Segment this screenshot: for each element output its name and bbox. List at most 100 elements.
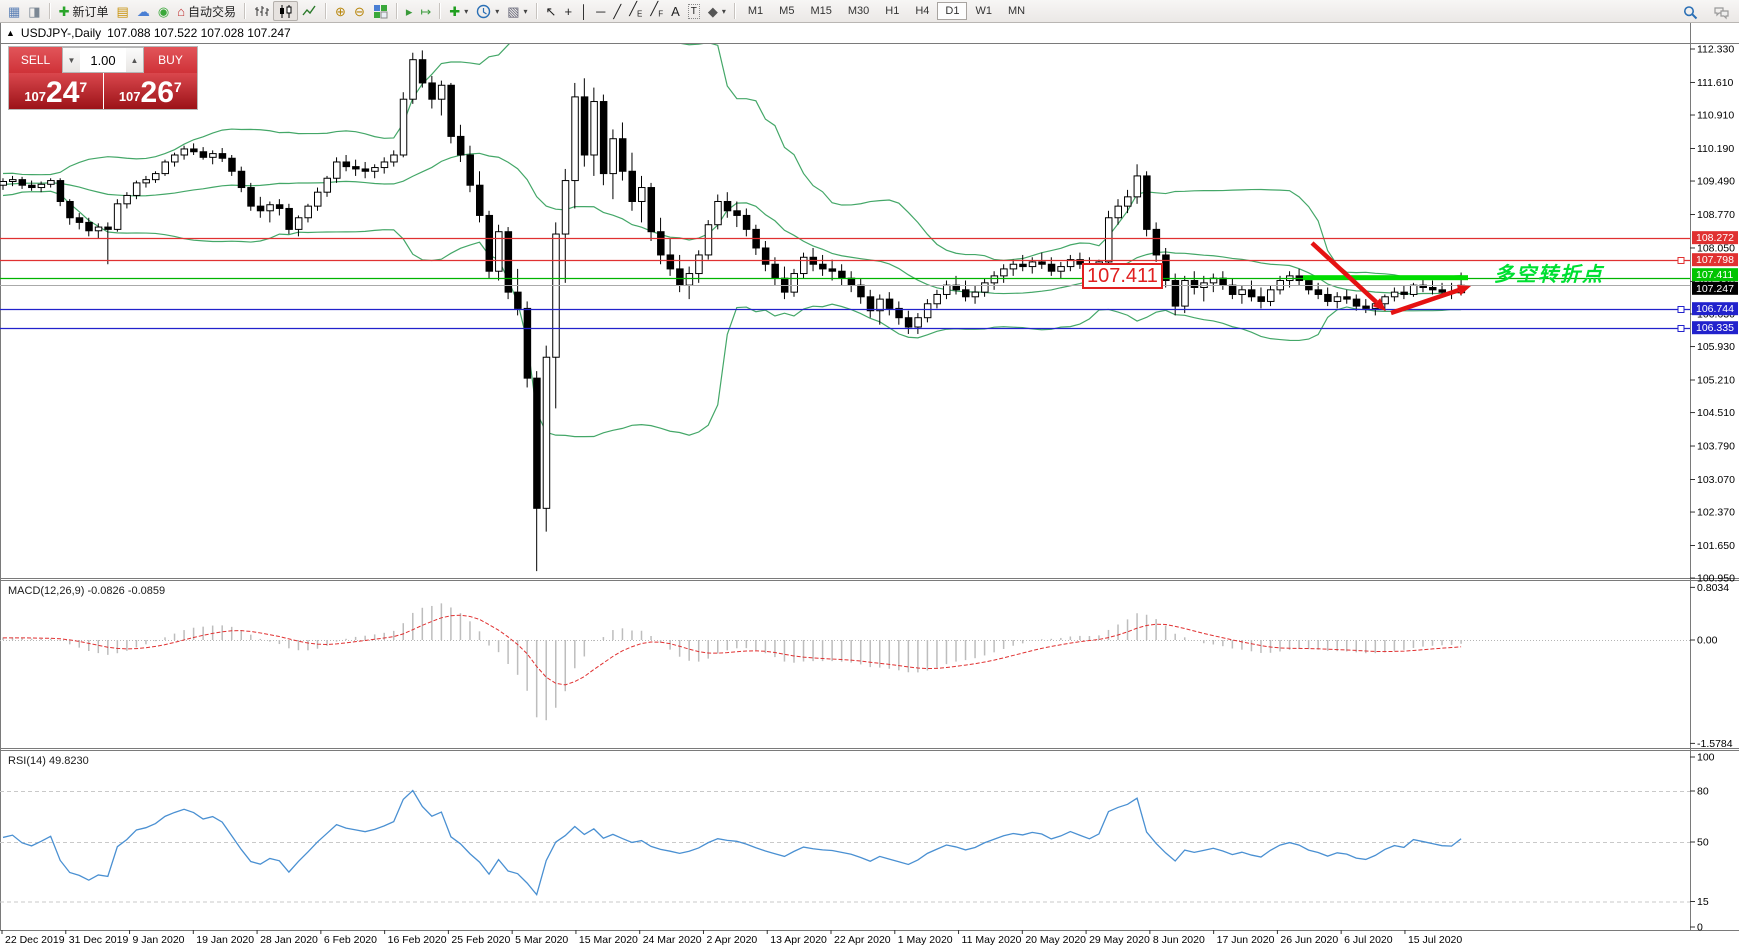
candle-body: [914, 317, 922, 328]
candle-body: [1333, 296, 1342, 302]
price-tag-label: 107.411: [1696, 269, 1733, 281]
date-tick-label: 26 Jun 2020: [1280, 934, 1338, 945]
hline-handle[interactable]: [1677, 257, 1685, 264]
text-label-icon[interactable]: T: [684, 1, 704, 21]
support-highlight-bar[interactable]: [1303, 275, 1468, 281]
periods-icon[interactable]: ▾: [472, 1, 503, 21]
cursor-icon[interactable]: ↖: [542, 1, 561, 21]
zoom-out-icon[interactable]: ⊖: [350, 1, 369, 21]
candle-body: [209, 153, 217, 158]
timeframe-h4[interactable]: H4: [915, 5, 930, 17]
candle-body: [971, 291, 980, 298]
date-tick-label: 8 Jun 2020: [1153, 934, 1205, 945]
indicators-icon-dropdown[interactable]: ▾: [464, 6, 469, 16]
timeframe-m15[interactable]: M15: [810, 5, 832, 17]
candle-body: [151, 173, 160, 181]
price-tick-label: 108.770: [1697, 209, 1735, 221]
trendline-icon[interactable]: ╱: [609, 1, 625, 21]
profiles-icon[interactable]: ◨: [24, 1, 44, 21]
tile-windows-icon[interactable]: [369, 1, 392, 21]
volume-down-button[interactable]: ▼: [63, 48, 80, 72]
timeframe-d1[interactable]: D1: [937, 2, 968, 20]
candle-body: [476, 184, 484, 216]
candle-body: [1390, 291, 1399, 298]
line-chart-icon[interactable]: [298, 1, 321, 21]
timeframe-m1[interactable]: M1: [747, 5, 764, 17]
community-icon[interactable]: ☁: [133, 1, 154, 21]
buy-button[interactable]: BUY: [144, 47, 197, 73]
signals-icon[interactable]: ◉: [154, 1, 173, 21]
price-tag-107.798: [1692, 253, 1738, 267]
price-tick-label: 110.190: [1697, 143, 1734, 155]
candle-body: [1009, 263, 1018, 270]
hline-handle[interactable]: [1677, 306, 1685, 313]
history-center-icon[interactable]: ▤: [113, 1, 133, 21]
candle-body: [1362, 305, 1370, 309]
crosshair-icon[interactable]: +: [560, 1, 576, 21]
autotrading-button: ⌂: [177, 3, 186, 19]
horizontal-line-icon[interactable]: ─: [592, 1, 609, 21]
candlestick-chart-icon[interactable]: [273, 1, 299, 21]
volume-up-button[interactable]: ▲: [126, 48, 143, 72]
text-icon: A: [671, 3, 680, 19]
search-icon[interactable]: [1679, 2, 1702, 22]
arrows-icon[interactable]: ◆ ▾: [704, 1, 730, 21]
price-text-annotation[interactable]: 107.411: [1082, 263, 1163, 289]
periods-icon-dropdown[interactable]: ▾: [495, 6, 500, 16]
chart-shift-icon[interactable]: ↦: [416, 1, 435, 21]
sell-price[interactable]: 107 24 7: [9, 73, 103, 109]
new-chart-icon: ▦: [8, 3, 21, 19]
templates-icon-dropdown[interactable]: ▾: [523, 6, 528, 16]
price-tick-label: 108.050: [1697, 242, 1735, 254]
cursor-icon: ↖: [545, 3, 557, 19]
macd-label: MACD(12,26,9) -0.0826 -0.0859: [8, 585, 166, 597]
sell-button[interactable]: SELL: [9, 47, 62, 73]
zoom-in-icon[interactable]: ⊕: [331, 1, 350, 21]
candle-body: [285, 207, 293, 230]
trend-arrow-2[interactable]: [1390, 284, 1471, 316]
autotrading-button[interactable]: ⌂ 自动交易: [173, 1, 240, 21]
candle-body: [104, 226, 112, 230]
vertical-line-icon[interactable]: │: [576, 1, 592, 21]
new-order-button[interactable]: ✚ 新订单: [55, 1, 113, 21]
fibonacci-icon: ╱F: [650, 0, 664, 19]
rsi-label: RSI(14) 49.8230: [8, 755, 89, 767]
rsi-tick-label: 80: [1697, 786, 1709, 798]
candle-body: [0, 180, 7, 186]
fibonacci-icon[interactable]: ╱F: [646, 1, 667, 21]
toolbar-separator: [325, 3, 328, 19]
price-tag-label: 107.798: [1696, 254, 1734, 266]
date-tick-label: 20 May 2020: [1025, 934, 1086, 945]
timeframe-m30[interactable]: M30: [847, 5, 870, 17]
candle-body: [580, 96, 589, 156]
collapse-icon[interactable]: ▲: [6, 28, 15, 38]
candle-body: [1047, 263, 1056, 272]
timeframe-mn[interactable]: MN: [1007, 5, 1026, 17]
buy-price[interactable]: 107 26 7: [103, 73, 197, 109]
candle-body: [142, 179, 150, 184]
timeframe-h1[interactable]: H1: [885, 5, 900, 17]
text-icon[interactable]: A: [667, 1, 684, 21]
timeframe-m5[interactable]: M5: [779, 5, 795, 17]
candle-body: [523, 307, 532, 379]
trend-arrow-1[interactable]: [1310, 241, 1386, 311]
price-tick-label: 102.370: [1697, 507, 1735, 519]
candle-body: [237, 170, 246, 189]
hline-handle[interactable]: [1677, 325, 1685, 332]
timeframe-w1[interactable]: W1: [975, 5, 992, 17]
candle-body: [171, 154, 179, 163]
date-tick-label: 31 Dec 2019: [69, 934, 129, 945]
new-chart-icon[interactable]: ▦: [4, 1, 24, 21]
indicators-icon[interactable]: ✚ ▾: [445, 1, 472, 21]
chat-icon[interactable]: [1710, 2, 1733, 22]
channel-icon[interactable]: ╱E: [625, 1, 646, 21]
arrows-icon-dropdown[interactable]: ▾: [721, 6, 726, 16]
horizontal-line-icon: ─: [596, 3, 606, 19]
chinese-text-annotation[interactable]: 多空转折点: [1494, 264, 1604, 286]
autoscroll-icon[interactable]: ▸: [402, 1, 417, 21]
templates-icon[interactable]: ▧ ▾: [503, 1, 531, 21]
candle-body: [390, 154, 398, 163]
bar-chart-icon[interactable]: [250, 1, 273, 21]
volume-input[interactable]: [80, 48, 126, 72]
